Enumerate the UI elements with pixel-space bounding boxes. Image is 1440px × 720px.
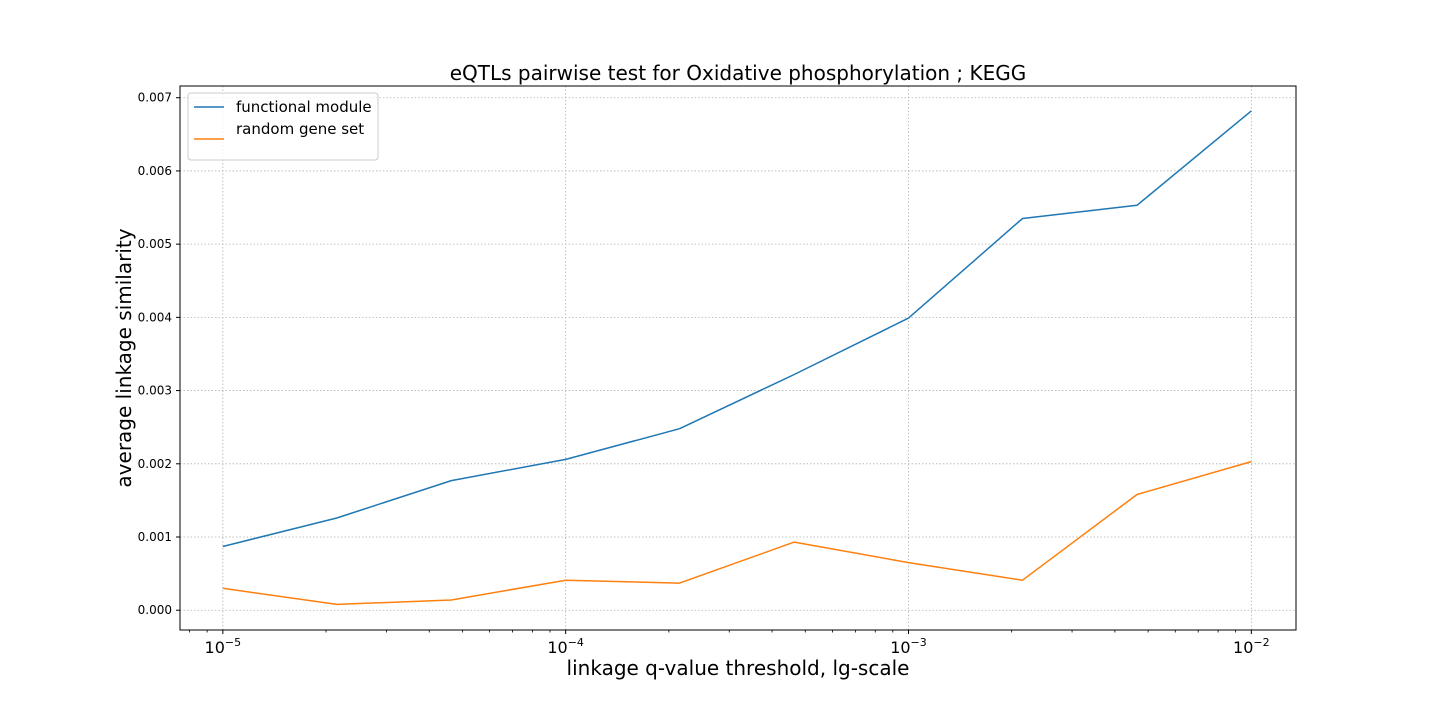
y-tick-label: 0.003	[138, 384, 172, 398]
grid	[180, 86, 1296, 630]
y-tick-label: 0.001	[138, 530, 172, 544]
x-tick-label: 10−5	[205, 636, 242, 657]
series-line-functional-module	[222, 110, 1252, 548]
chart-title: eQTLs pairwise test for Oxidative phosph…	[450, 61, 1027, 85]
y-tick-label: 0.004	[138, 310, 172, 324]
series-line-random-gene-set	[222, 460, 1252, 606]
y-axis-title: average linkage similarity	[112, 228, 136, 487]
series-lines	[222, 110, 1252, 606]
legend: functional module random gene set	[187, 92, 379, 161]
y-tick-label: 0.000	[138, 603, 172, 617]
x-axis-title: linkage q-value threshold, lg-scale	[567, 656, 910, 680]
y-tick-label: 0.007	[138, 91, 172, 105]
legend-label-random-gene-set: random gene set	[236, 120, 364, 138]
legend-frame	[187, 92, 379, 161]
legend-label-functional-module: functional module	[236, 98, 372, 116]
y-tick-label: 0.002	[138, 457, 172, 471]
x-tick-label: 10−4	[547, 636, 584, 657]
x-tick-label: 10−3	[890, 636, 927, 657]
y-tick-label: 0.006	[138, 164, 172, 178]
plot-frame	[179, 85, 1297, 631]
x-tick-label: 10−2	[1233, 636, 1270, 657]
y-tick-label: 0.005	[138, 237, 172, 251]
axis-ticks: 0.000 0.001 0.002 0.003 0.004 0.005 0.006 0.007…	[138, 91, 1270, 657]
